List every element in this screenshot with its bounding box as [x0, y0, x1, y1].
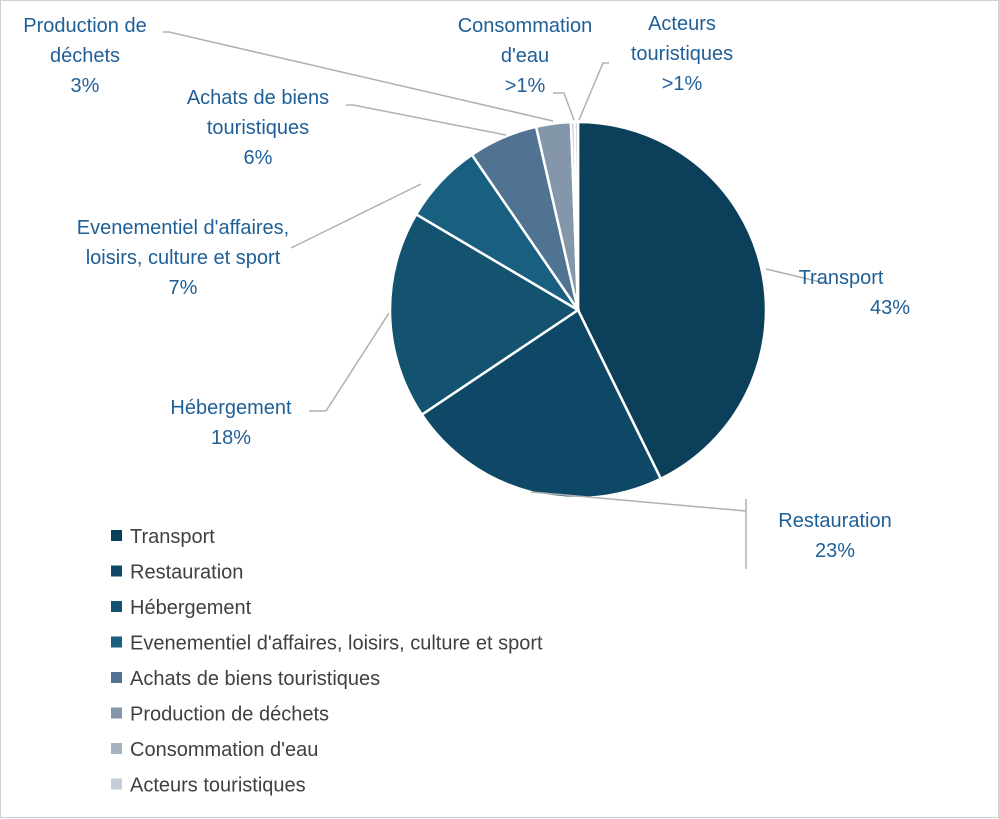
leader-line: [530, 491, 747, 569]
data-label-value: 7%: [169, 277, 198, 299]
data-label-name: d'eau: [501, 45, 549, 67]
legend-entry: Production de déchets: [130, 704, 329, 726]
data-label-name: Achats de biens: [187, 87, 329, 109]
data-label-value: 18%: [211, 427, 251, 449]
data-label-name: Consommation: [458, 15, 593, 37]
data-label-name: Acteurs: [648, 13, 716, 35]
pie-slice: [420, 308, 663, 500]
leader-line: [346, 104, 507, 136]
data-label-name: Transport: [799, 267, 884, 289]
data-label-value: >1%: [662, 73, 703, 95]
data-label-name: déchets: [50, 45, 120, 67]
leader-line: [163, 31, 554, 122]
legend-swatch: [111, 743, 122, 754]
leader-line: [553, 92, 575, 121]
data-label-value: 6%: [244, 147, 273, 169]
data-label-name: Hébergement: [170, 397, 292, 419]
legend-entry: Achats de biens touristiques: [130, 668, 380, 690]
leader-line: [309, 312, 390, 412]
data-label-value: 23%: [815, 540, 855, 562]
data-label-name: touristiques: [207, 117, 309, 139]
pie-slice: [388, 212, 581, 417]
legend-entry: Evenementiel d'affaires, loisirs, cultur…: [130, 633, 543, 655]
legend-swatch: [111, 778, 122, 790]
legend-swatch: [111, 636, 122, 648]
data-label-name: Evenementiel d'affaires,: [77, 217, 289, 239]
legend-swatch: [111, 707, 122, 719]
data-label-name: Production de: [23, 15, 146, 37]
data-label-name: touristiques: [631, 43, 733, 65]
pie-slice: [576, 120, 768, 481]
leader-line: [290, 183, 422, 249]
data-label-name: Restauration: [778, 510, 891, 532]
legend-entry: Hébergement: [130, 597, 252, 619]
legend-swatch: [111, 530, 122, 541]
legend-entry: Consommation d'eau: [130, 739, 318, 761]
legend-entry: Transport: [130, 526, 215, 548]
data-label-name: loisirs, culture et sport: [86, 247, 281, 269]
legend-entry: Restauration: [130, 562, 243, 584]
leader-line: [578, 62, 609, 121]
data-label-value: 3%: [71, 75, 100, 97]
pie-slice: [573, 120, 580, 311]
data-label-value: 43%: [870, 297, 910, 319]
legend-swatch: [111, 565, 122, 577]
data-label-value: >1%: [505, 75, 546, 97]
leader-line: [765, 268, 830, 285]
legend-swatch: [111, 601, 122, 612]
legend-entry: Acteurs touristiques: [130, 775, 306, 797]
legend-swatch: [111, 672, 122, 683]
